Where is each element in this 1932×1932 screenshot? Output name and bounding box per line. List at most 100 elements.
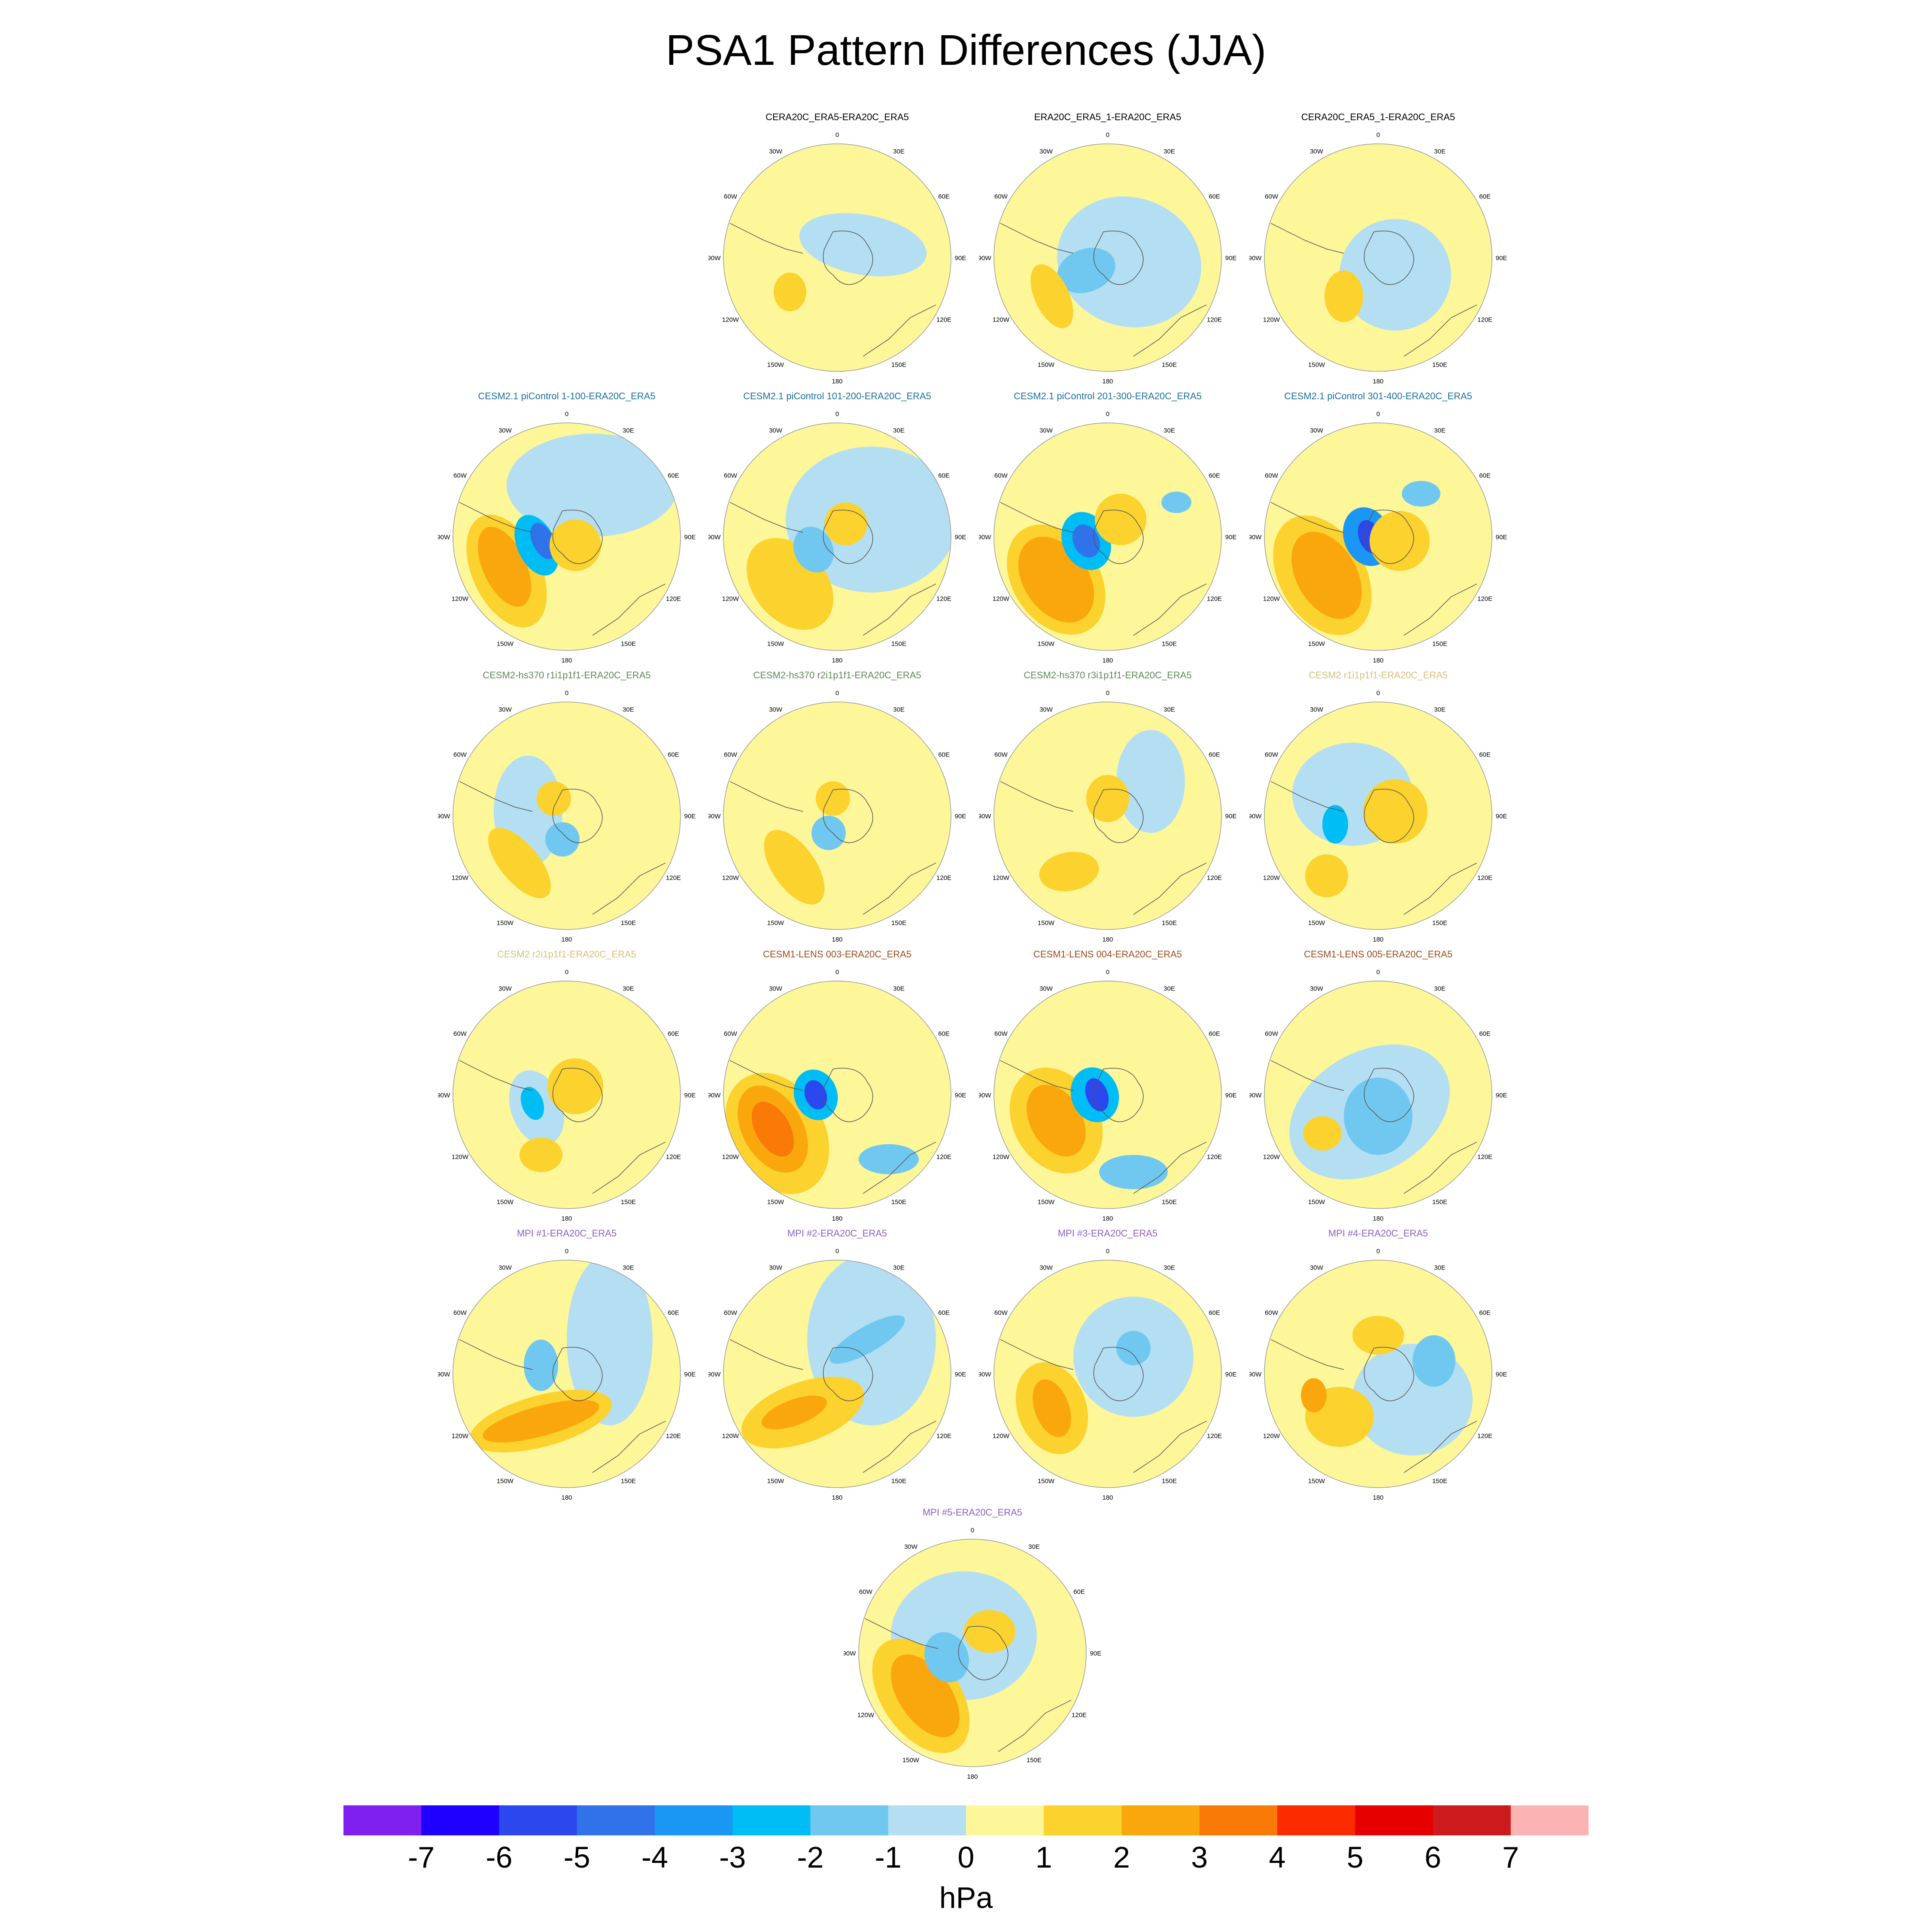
colorbar: -7 -6 -5 -4 -3 -2 -1 0 1 2 3 4 5 6 7	[343, 1805, 1589, 1874]
longitude-label: 180	[832, 1215, 842, 1222]
colorbar-tick-label: -1	[875, 1841, 902, 1874]
antarctica-coastline	[823, 231, 873, 285]
map-background	[723, 702, 951, 930]
longitude-label: 60W	[453, 1309, 467, 1317]
colorbar-tick-label: 5	[1347, 1841, 1364, 1874]
polar-map: 0 30E 60E 90E 120E 150E 180 150W 120W 90W 60W 30W	[1249, 690, 1507, 943]
antarctica-coastline	[823, 1068, 873, 1122]
longitude-label: 90W	[979, 1092, 991, 1099]
colorbar-swatch	[1510, 1805, 1589, 1835]
longitude-label: 90W	[708, 1092, 721, 1099]
colorbar-swatch	[655, 1805, 733, 1835]
colorbar-tick-label: -2	[797, 1841, 823, 1874]
contour-region	[891, 1654, 960, 1738]
colorbar-swatch	[1277, 1805, 1355, 1835]
longitude-label: 150E	[1162, 1199, 1177, 1206]
longitude-label: 0	[1376, 1248, 1380, 1255]
longitude-label: 90W	[438, 1371, 450, 1378]
australia-coastline	[1133, 863, 1207, 915]
antarctica-coastline	[1364, 1347, 1414, 1401]
longitude-label: 180	[832, 657, 842, 664]
panel-title: CERA20C_ERA5_1-ERA20C_ERA5	[1301, 112, 1455, 122]
panel-title: MPI #2-ERA20C_ERA5	[787, 1228, 887, 1239]
longitude-label: 120W	[993, 1154, 1010, 1161]
longitude-label: 120W	[1263, 316, 1280, 324]
map-border	[453, 702, 681, 930]
australia-coastline	[1133, 1421, 1207, 1473]
longitude-label: 60W	[1265, 751, 1279, 759]
map-panel: CESM2.1 piControl 101-200-ERA20C_ERA5 0 30…	[708, 391, 966, 665]
polar-map: 0 30E 60E 90E 120E 150E 180 150W 120W 90W 60W 30W	[1249, 1248, 1507, 1501]
panel-title: CERA20C_ERA5-ERA20C_ERA5	[766, 112, 909, 122]
contour-region	[859, 1144, 919, 1174]
australia-coastline	[863, 1142, 936, 1194]
longitude-label: 90W	[708, 1371, 721, 1378]
longitude-label: 120W	[452, 1433, 469, 1440]
map-panel: CESM2-hs370 r2i1p1f1-ERA20C_ERA5 0 30E 60E 9…	[708, 670, 966, 945]
contour-region	[964, 1610, 1015, 1653]
longitude-label: 60E	[1479, 472, 1491, 480]
longitude-label: 60E	[938, 751, 950, 759]
contour-region	[1057, 248, 1115, 293]
longitude-label: 60W	[724, 751, 738, 759]
polar-map: 0 30E 60E 90E 120E 150E 180 150W 120W 90W 60W 30W	[1249, 131, 1507, 385]
longitude-label: 120W	[1263, 595, 1280, 603]
longitude-label: 120E	[1477, 316, 1492, 324]
australia-coastline	[592, 1142, 666, 1194]
longitude-label: 60W	[724, 193, 738, 200]
contour-region	[507, 434, 678, 537]
south-america-coastline	[459, 781, 533, 812]
longitude-label: 0	[835, 969, 839, 976]
longitude-label: 150E	[1432, 1478, 1447, 1485]
longitude-label: 0	[1376, 690, 1380, 697]
longitude-label: 180	[1102, 657, 1113, 664]
longitude-label: 120W	[722, 875, 739, 882]
map-border	[993, 981, 1222, 1209]
longitude-label: 150E	[1432, 361, 1447, 369]
australia-coastline	[1403, 1421, 1477, 1473]
longitude-label: 90E	[1090, 1650, 1101, 1657]
longitude-label: 30W	[1039, 706, 1053, 713]
longitude-label: 150E	[1027, 1757, 1042, 1764]
longitude-label: 120W	[1263, 875, 1280, 882]
longitude-label: 60W	[994, 472, 1008, 480]
colorbar-swatch	[499, 1805, 577, 1835]
contour-region	[1116, 1331, 1151, 1365]
longitude-label: 150E	[1162, 1478, 1177, 1485]
contour-region	[530, 522, 556, 559]
longitude-label: 0	[835, 1248, 839, 1255]
longitude-label: 90W	[438, 813, 450, 820]
longitude-label: 30W	[769, 148, 783, 155]
contour-region	[520, 1087, 544, 1120]
contour-region	[799, 213, 927, 276]
antarctica-coastline	[823, 510, 873, 564]
longitude-label: 60W	[1265, 472, 1279, 480]
longitude-label: 150E	[891, 1478, 906, 1485]
contour-region	[550, 519, 601, 571]
longitude-label: 60E	[1479, 1030, 1491, 1038]
longitude-label: 30E	[893, 427, 905, 434]
longitude-label: 0	[1376, 131, 1380, 139]
longitude-label: 150W	[767, 1478, 784, 1485]
colorbar-swatch	[810, 1805, 889, 1835]
longitude-label: 120W	[1263, 1154, 1280, 1161]
longitude-label: 90E	[1496, 1092, 1507, 1099]
polar-map: 0 30E 60E 90E 120E 150E 180 150W 120W 90W 60W 30W	[438, 690, 696, 943]
longitude-label: 120E	[1207, 1154, 1222, 1161]
polar-map: 0 30E 60E 90E 120E 150E 180 150W 120W 90W 60W 30W	[979, 410, 1236, 664]
south-america-coastline	[865, 1618, 939, 1649]
longitude-label: 30E	[893, 148, 905, 155]
antarctica-coastline	[1364, 789, 1414, 843]
longitude-label: 180	[1373, 378, 1383, 385]
longitude-label: 0	[1106, 1248, 1109, 1255]
polar-map: 0 30E 60E 90E 120E 150E 180 150W 120W 90W 60W 30W	[708, 690, 966, 943]
longitude-label: 30W	[1310, 706, 1324, 713]
map-panel: CESM2-hs370 r1i1p1f1-ERA20C_ERA5 0 30E 60E 9…	[438, 670, 696, 945]
longitude-label: 120E	[1072, 1712, 1087, 1719]
south-america-coastline	[459, 502, 533, 533]
contour-region	[1324, 270, 1363, 322]
longitude-label: 60W	[994, 1030, 1008, 1038]
longitude-label: 30E	[1163, 148, 1175, 155]
contour-region	[811, 816, 846, 850]
longitude-label: 30W	[498, 1264, 512, 1271]
